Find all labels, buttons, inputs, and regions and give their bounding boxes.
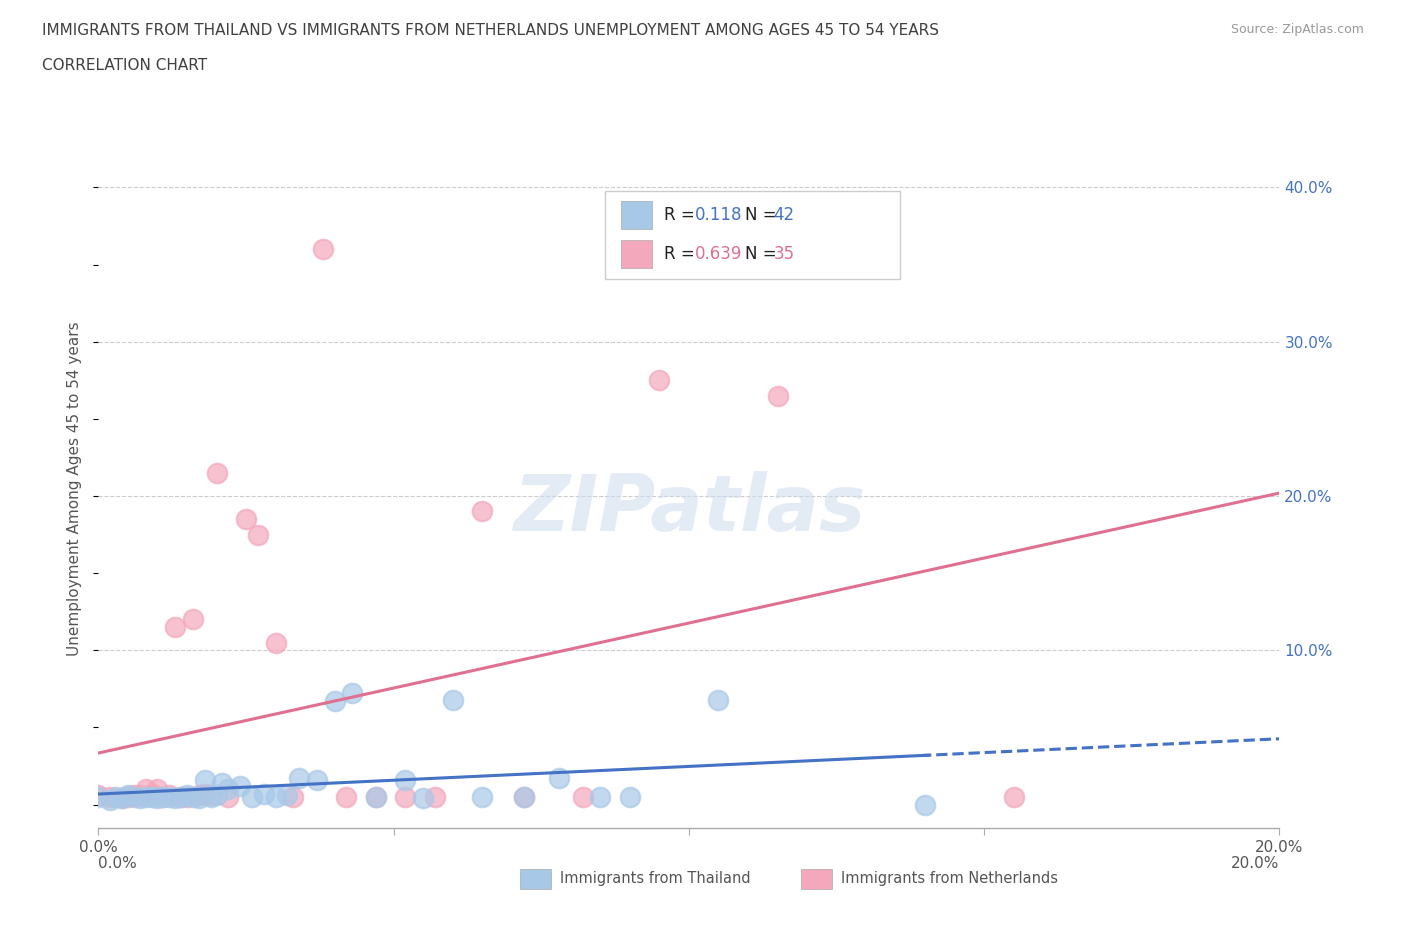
Point (283, 790, 305, 804)
Point (141, 790, 163, 804)
Y-axis label: Unemployment Among Ages 45 to 54 years: Unemployment Among Ages 45 to 54 years (67, 321, 83, 656)
Point (512, 790, 534, 804)
Point (187, 788, 209, 803)
Point (235, 512, 257, 526)
Point (766, 388, 789, 403)
Point (312, 242, 335, 257)
Text: IMMIGRANTS FROM THAILAND VS IMMIGRANTS FROM NETHERLANDS UNEMPLOYMENT AMONG AGES : IMMIGRANTS FROM THAILAND VS IMMIGRANTS F… (42, 23, 939, 38)
Point (707, 692, 730, 707)
Point (914, 797, 936, 812)
Point (471, 504, 494, 519)
Point (205, 788, 228, 803)
Text: N =: N = (745, 206, 782, 224)
Point (276, 788, 298, 803)
Point (412, 790, 434, 805)
Point (128, 788, 150, 803)
Point (264, 635, 287, 650)
Point (122, 788, 145, 803)
Point (619, 790, 641, 804)
Point (211, 776, 233, 790)
Point (157, 788, 180, 803)
Text: 0.639: 0.639 (695, 245, 742, 263)
Point (117, 788, 139, 803)
Point (364, 790, 387, 804)
Point (170, 790, 193, 804)
Point (423, 790, 446, 804)
Point (200, 788, 222, 803)
Point (181, 612, 204, 627)
Text: CORRELATION CHART: CORRELATION CHART (42, 58, 207, 73)
Point (200, 790, 222, 804)
Text: Source: ZipAtlas.com: Source: ZipAtlas.com (1230, 23, 1364, 36)
Point (194, 787, 217, 802)
Point (87, 790, 110, 804)
Point (176, 788, 198, 803)
Point (305, 773, 328, 788)
Point (217, 782, 239, 797)
Text: ZIPatlas: ZIPatlas (513, 471, 865, 547)
Point (141, 787, 163, 802)
Point (548, 771, 571, 786)
Text: 35: 35 (773, 245, 794, 263)
Point (194, 773, 217, 788)
Point (122, 790, 145, 804)
Text: 42: 42 (773, 206, 794, 224)
Point (152, 790, 174, 804)
Text: 0.0%: 0.0% (98, 856, 138, 870)
Point (146, 782, 169, 797)
Point (176, 790, 198, 804)
Point (589, 790, 612, 804)
Point (394, 773, 416, 788)
Text: R =: R = (664, 245, 700, 263)
Point (111, 790, 134, 805)
Point (364, 790, 387, 804)
Point (87, 788, 110, 803)
Text: 0.118: 0.118 (695, 206, 742, 224)
Point (165, 790, 187, 805)
Text: 20.0%: 20.0% (1232, 856, 1279, 870)
Text: Immigrants from Netherlands: Immigrants from Netherlands (841, 871, 1057, 886)
Point (264, 790, 287, 804)
Point (170, 790, 193, 804)
Point (217, 790, 239, 804)
Point (323, 694, 346, 709)
Point (571, 790, 593, 804)
Point (187, 790, 209, 805)
Text: R =: R = (664, 206, 700, 224)
Point (471, 790, 494, 804)
Point (128, 790, 150, 805)
Point (157, 790, 180, 804)
Point (1002, 790, 1025, 804)
Point (165, 619, 187, 634)
Point (146, 790, 169, 805)
Point (512, 790, 534, 804)
Point (240, 790, 263, 804)
Point (648, 373, 671, 388)
Point (135, 782, 157, 797)
Point (342, 686, 364, 701)
Point (111, 790, 134, 805)
Point (394, 790, 416, 804)
Text: Immigrants from Thailand: Immigrants from Thailand (560, 871, 751, 886)
Text: N =: N = (745, 245, 782, 263)
Point (246, 527, 269, 542)
Point (181, 790, 204, 804)
Point (117, 790, 139, 804)
Point (253, 787, 276, 802)
Point (288, 771, 311, 786)
Point (441, 692, 464, 707)
Point (98, 792, 121, 807)
Point (229, 778, 252, 793)
Point (335, 790, 357, 804)
Point (105, 790, 128, 804)
Point (152, 790, 174, 804)
Point (98, 790, 121, 804)
Point (135, 790, 157, 804)
Point (205, 465, 228, 480)
